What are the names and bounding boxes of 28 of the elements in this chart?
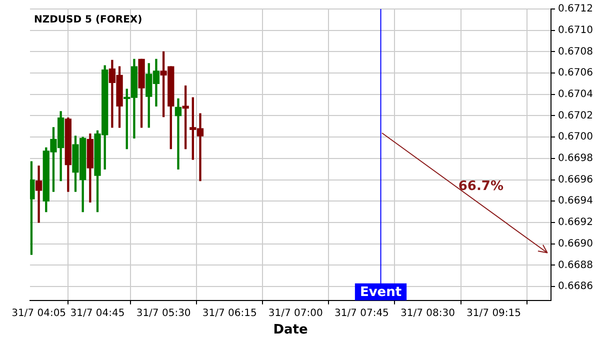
x-tick-label: 31/7 07:00: [268, 308, 323, 319]
candlestick: [174, 98, 182, 170]
y-tick-label: 0.6688: [558, 260, 594, 271]
ref-line-label: Event: [360, 284, 402, 300]
x-axis-title: Date: [273, 322, 308, 338]
y-tick-label: 0.6706: [558, 68, 594, 79]
y-tick-label: 0.6704: [558, 88, 594, 100]
x-tick-label: 31/7 04:05: [12, 308, 66, 319]
x-tick-label: 31/7 05:30: [136, 308, 191, 319]
y-tick-label: 0.6712: [558, 4, 594, 15]
y-tick-label: 0.6702: [558, 110, 594, 122]
y-tick-label: 0.6698: [558, 153, 594, 164]
x-tick-label: 31/7 08:30: [400, 308, 455, 319]
x-tick-label: 31/7 04:45: [70, 308, 125, 319]
x-tick-label: 31/7 07:45: [334, 308, 389, 319]
y-tick-label: 0.6686: [558, 281, 594, 292]
y-tick-label: 0.6696: [558, 174, 594, 186]
annotation: 66.7%: [458, 178, 504, 194]
y-tick-label: 0.6694: [558, 196, 594, 207]
y-tick-label: 0.6708: [558, 46, 594, 58]
candlestick: [35, 166, 42, 223]
y-tick-label: 0.6692: [558, 217, 594, 228]
x-tick-label: 31/7 06:15: [202, 308, 257, 319]
y-tick-label: 0.6690: [558, 238, 594, 250]
y-tick-label: 0.6710: [558, 24, 594, 36]
y-tick-label: 0.6700: [558, 132, 594, 143]
text: NZDUSD 5 (FOREX): [34, 14, 142, 26]
x-tick-label: 31/7 09:15: [466, 308, 521, 319]
